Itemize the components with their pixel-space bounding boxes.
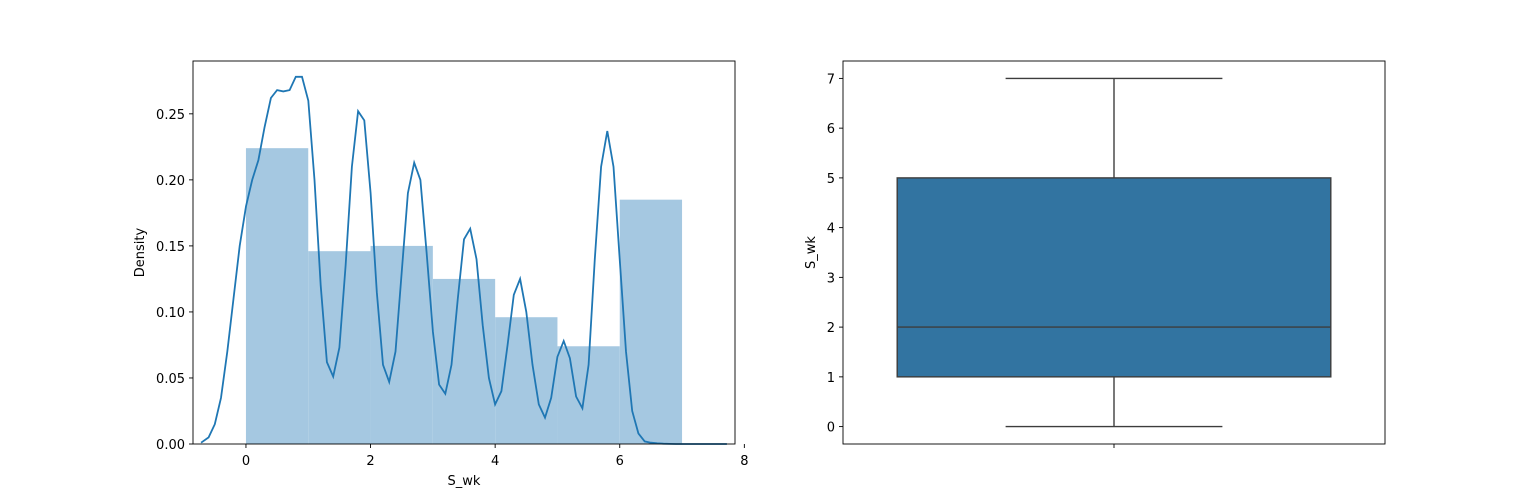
- histogram-y-axis-title: Density: [133, 227, 148, 277]
- histogram-axes-frame: [192, 60, 736, 445]
- box-plot-y-tick-label: 5: [827, 172, 835, 187]
- histogram-x-tick-label: 2: [366, 454, 374, 469]
- histogram-bar-6: [619, 199, 683, 444]
- box-iqr-rect: [896, 177, 1332, 378]
- histogram-bar-4: [495, 317, 558, 444]
- histogram-x-ticks: 0 2 4 6 8: [242, 444, 748, 469]
- histogram-y-tick-label: 0.05: [156, 372, 185, 387]
- box-plot-y-tick-label: 2: [827, 321, 835, 336]
- box-plot-y-axis-title: S_wk: [804, 236, 819, 269]
- box-plot-y-ticks: 0 1 2 3 4 5 6 7: [827, 72, 843, 436]
- kde-density-line: [200, 75, 727, 445]
- histogram-x-axis-title: S_wk: [448, 474, 481, 489]
- histogram-bar-3: [432, 278, 496, 444]
- histogram-y-tick-label: 0.15: [156, 240, 185, 255]
- box-plot-y-tick-label: 4: [827, 222, 835, 237]
- histogram-y-tick-label: 0.20: [156, 174, 185, 189]
- histogram-x-tick-label: 0: [242, 454, 250, 469]
- box-plot-marks: [896, 77, 1332, 428]
- box-plot-y-tick-label: 7: [827, 72, 835, 87]
- box-plot-chart: 0 1 2 3 4 5 6 7 S_wk: [804, 60, 1386, 448]
- histogram-bar-0: [245, 148, 309, 444]
- histogram-y-tick-label: 0.10: [156, 306, 185, 321]
- box-plot-y-tick-label: 1: [827, 371, 835, 386]
- histogram-x-tick-label: 6: [616, 454, 624, 469]
- box-plot-y-tick-label: 0: [827, 421, 835, 436]
- histogram-y-ticks: 0.00 0.05 0.10 0.15 0.20 0.25: [156, 108, 193, 453]
- histogram-x-tick-label: 4: [491, 454, 499, 469]
- histogram-y-tick-label: 0.00: [156, 438, 185, 453]
- histogram-kde-chart: 0 2 4 6 8 0.00 0.05 0.10 0.15 0.20 0.25 S_wk Dens…: [133, 60, 748, 489]
- histogram-y-tick-label: 0.25: [156, 108, 185, 123]
- histogram-x-tick-label: 8: [740, 454, 748, 469]
- box-plot-y-tick-label: 6: [827, 122, 835, 137]
- box-plot-y-tick-label: 3: [827, 271, 835, 286]
